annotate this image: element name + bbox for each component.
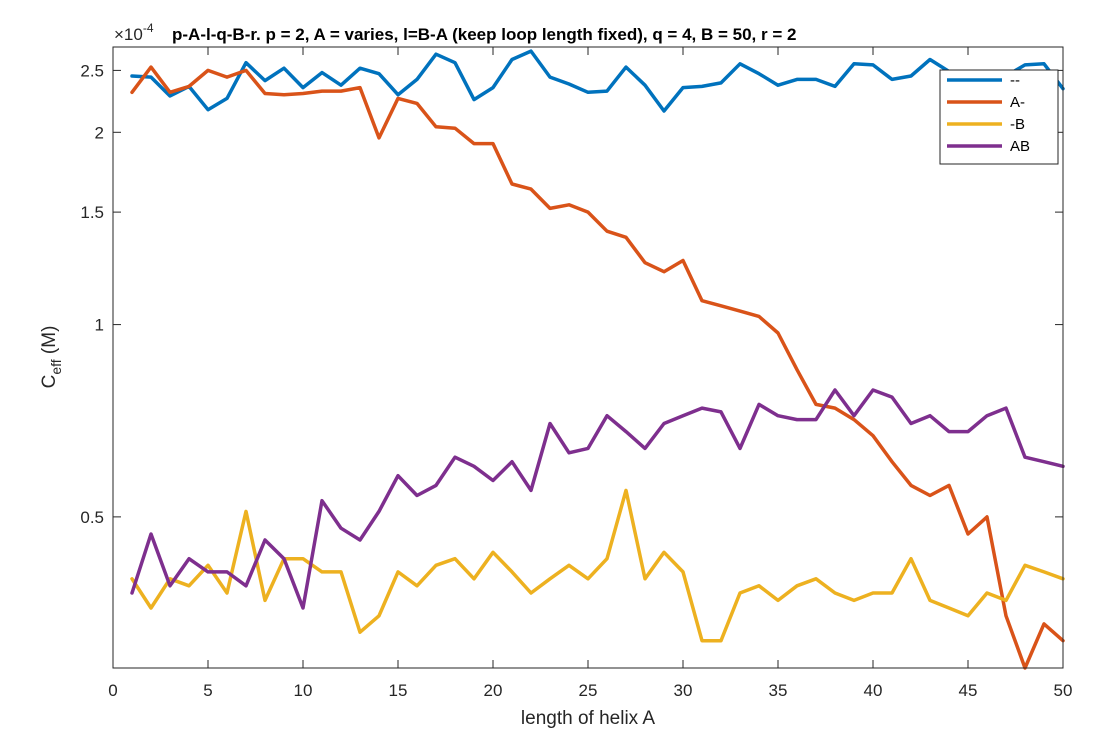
tick-marks-layer xyxy=(112,47,1064,668)
plot-frame xyxy=(112,46,1064,669)
x-tick-label: 35 xyxy=(769,681,788,700)
x-tick-label: 45 xyxy=(959,681,978,700)
x-tick-labels: 0 5 10 15 20 25 30 35 40 45 50 xyxy=(108,681,1072,700)
y-axis-label-unit: (M) xyxy=(39,326,60,360)
x-tick-label: 20 xyxy=(484,681,503,700)
y-exponent-base: ×10 xyxy=(114,25,143,44)
y-tick-label: 1 xyxy=(95,316,104,335)
legend-box xyxy=(939,69,1059,165)
legend-label: -B xyxy=(1010,116,1025,133)
x-axis-label: length of helix A xyxy=(521,708,655,729)
y-tick-label: 1.5 xyxy=(80,203,104,222)
plot-area xyxy=(113,47,1063,668)
x-tick-label: 40 xyxy=(864,681,883,700)
legend: -- A- -B AB xyxy=(939,69,1059,165)
y-tick-label: 2.5 xyxy=(80,61,104,80)
series-line xyxy=(130,49,1065,113)
x-tick-label: 0 xyxy=(108,681,117,700)
series-line xyxy=(130,65,1065,670)
y-axis-label-main: C xyxy=(39,375,60,389)
legend-label: -- xyxy=(1010,72,1020,89)
y-axis-label-subscript: eff xyxy=(48,359,64,374)
x-tick-label: 5 xyxy=(203,681,212,700)
series-line xyxy=(130,488,1065,643)
series-layer xyxy=(130,49,1065,670)
y-axis-label: Ceff (M) xyxy=(39,326,64,389)
series-line xyxy=(130,388,1065,610)
chart-title: p-A-l-q-B-r. p = 2, A = varies, l=B-A (k… xyxy=(172,25,796,44)
y-tick-label: 0.5 xyxy=(80,508,104,527)
x-tick-label: 50 xyxy=(1054,681,1073,700)
y-exponent-power: -4 xyxy=(143,21,154,35)
legend-label: AB xyxy=(1010,138,1030,155)
y-tick-label: 2 xyxy=(95,123,104,142)
x-tick-label: 15 xyxy=(389,681,408,700)
x-tick-label: 25 xyxy=(579,681,598,700)
y-exponent-label: ×10-4 xyxy=(114,21,154,44)
legend-label: A- xyxy=(1010,94,1025,111)
x-tick-label: 10 xyxy=(294,681,313,700)
y-tick-labels: 0.5 1 1.5 2 2.5 xyxy=(80,61,104,526)
x-tick-label: 30 xyxy=(674,681,693,700)
